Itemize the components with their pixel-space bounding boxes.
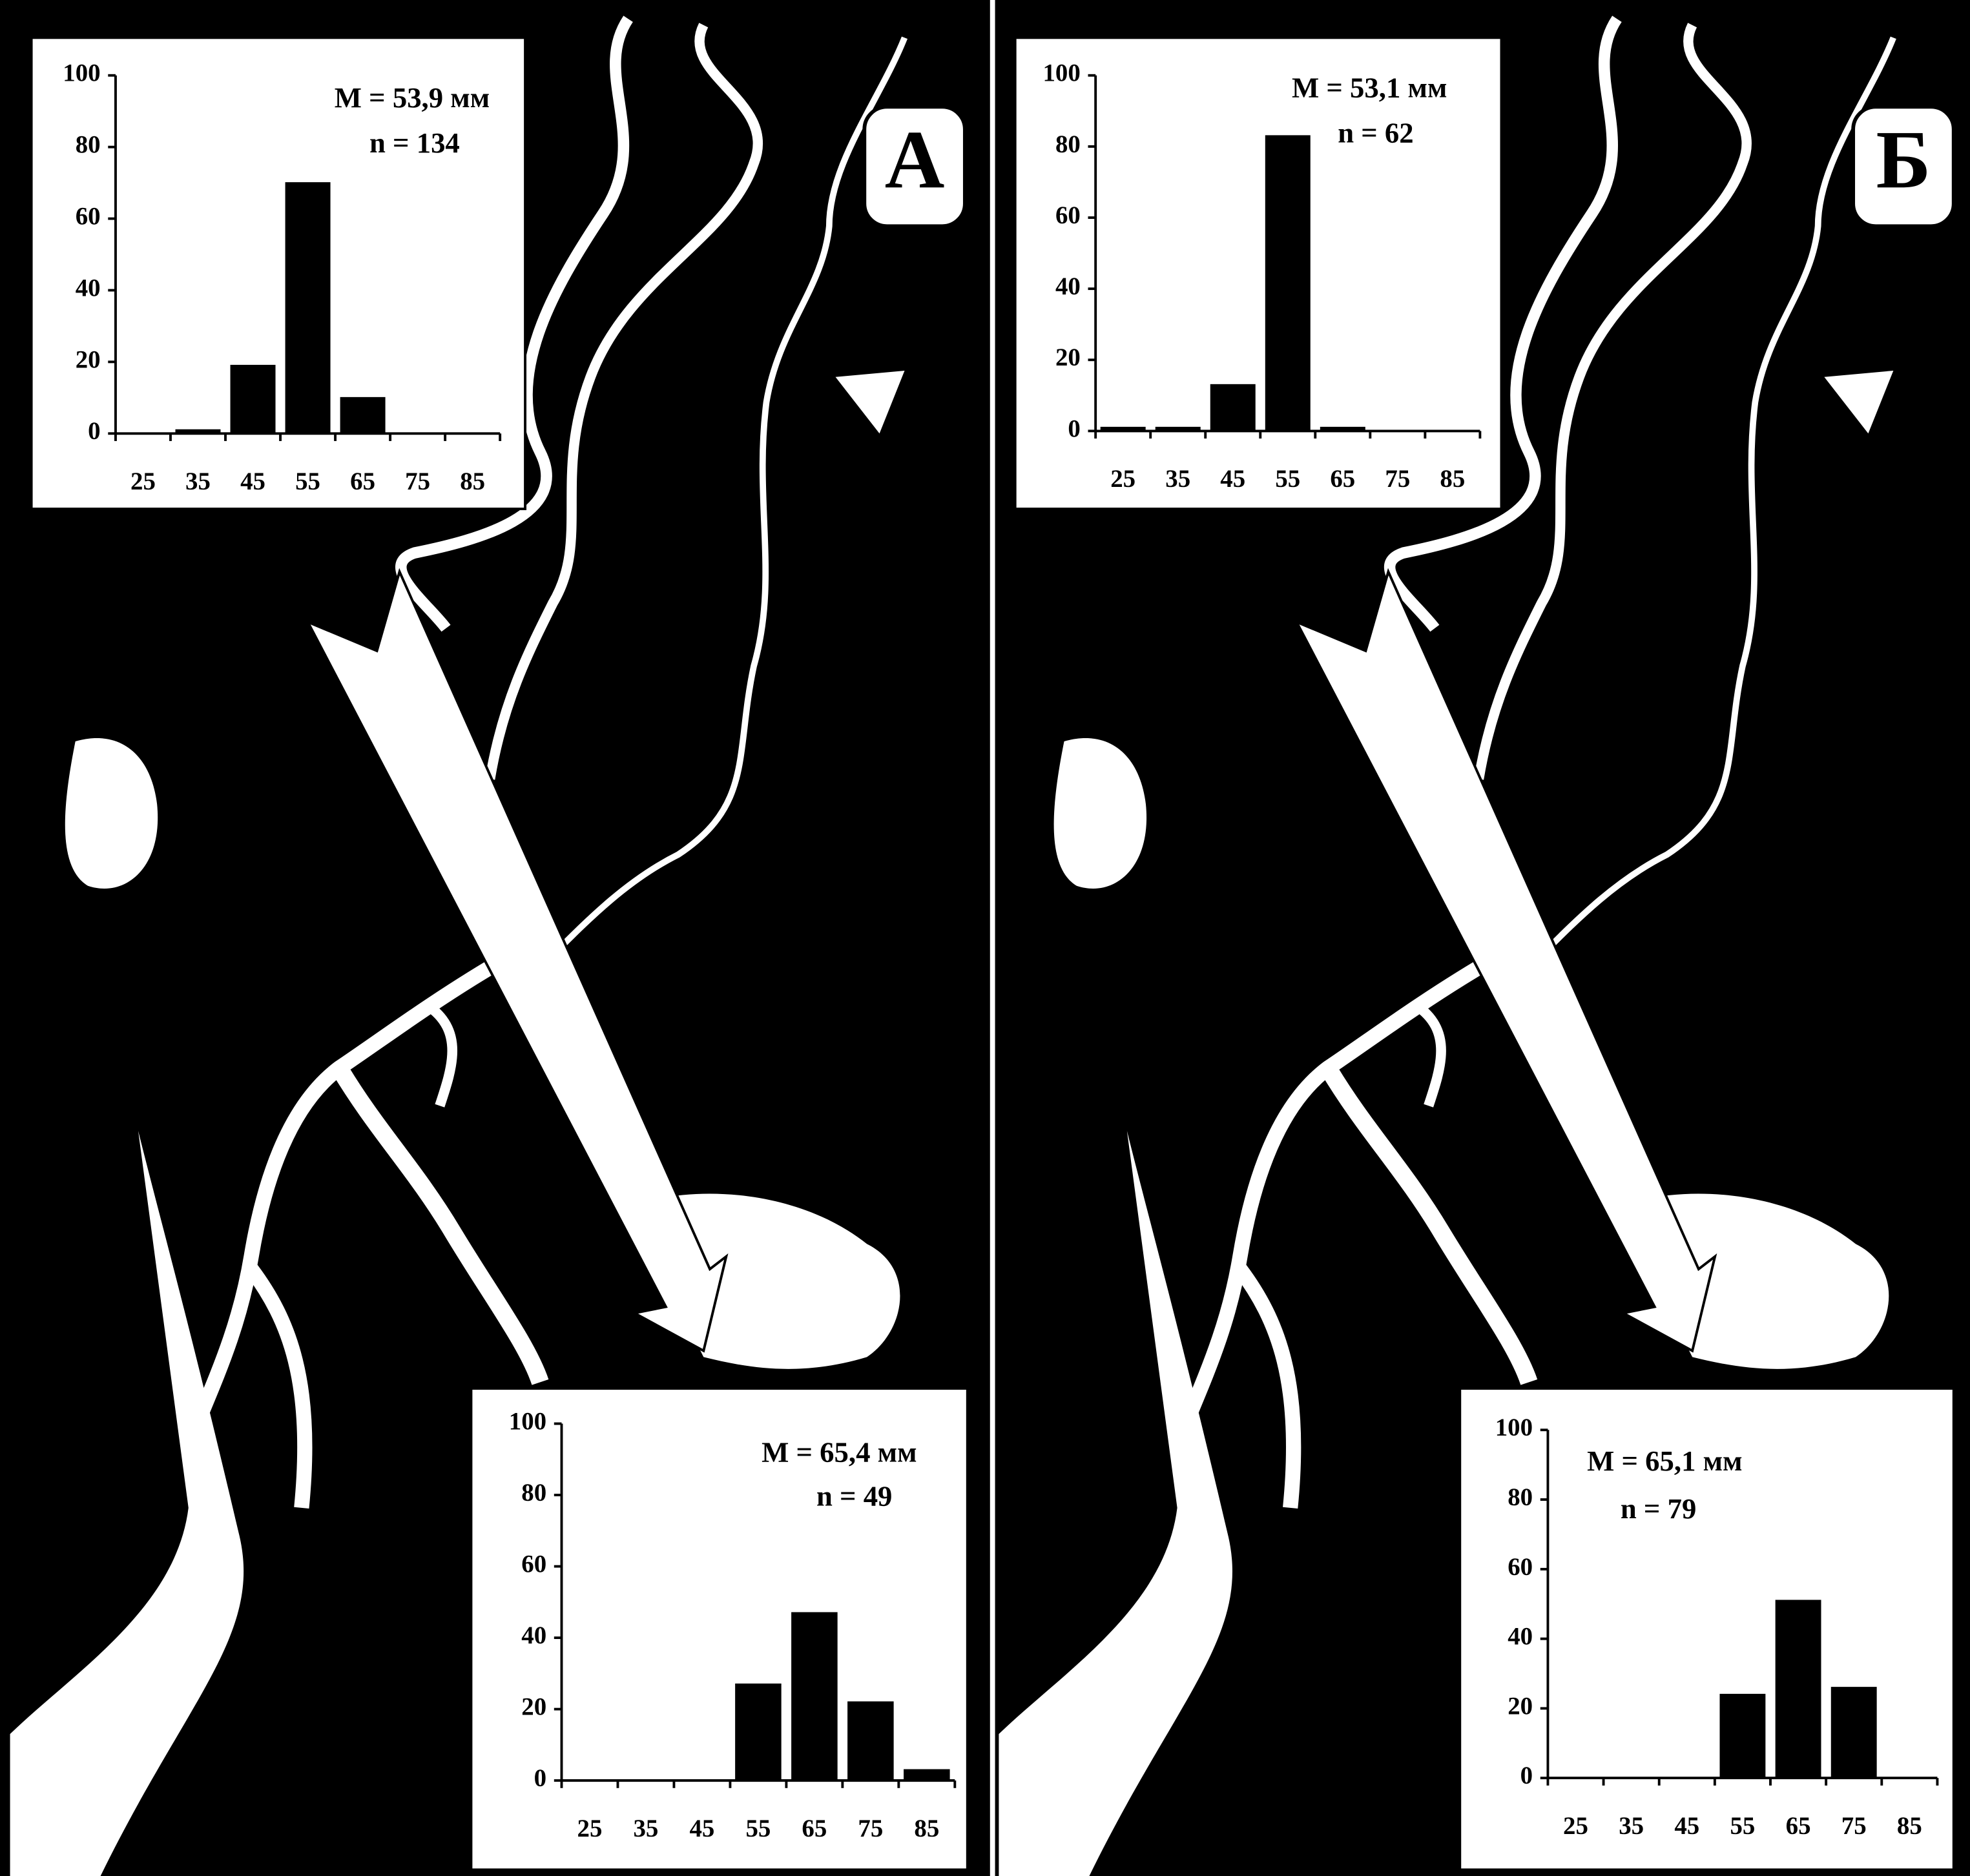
bar bbox=[1776, 1600, 1821, 1778]
annotation: n = 134 bbox=[369, 127, 460, 159]
figure: А Б 0 20 40 60 80 100 25 35 45 55 65 75 85 M = 53,9 м… bbox=[0, 0, 1970, 1876]
x-tick-label: 45 bbox=[1674, 1812, 1699, 1840]
y-tick-label: 60 bbox=[76, 202, 101, 230]
y-tick-label: 40 bbox=[1508, 1623, 1533, 1651]
x-tick-label: 55 bbox=[295, 468, 320, 495]
bar bbox=[792, 1613, 837, 1780]
y-tick-label: 40 bbox=[76, 274, 101, 302]
y-tick-label: 60 bbox=[1055, 201, 1081, 229]
x-tick-label: 75 bbox=[405, 468, 430, 495]
annotation: M = 65,4 мм bbox=[762, 1436, 917, 1468]
y-tick-label: 80 bbox=[76, 131, 101, 159]
bar bbox=[1266, 136, 1310, 431]
x-tick-label: 35 bbox=[185, 468, 211, 495]
y-tick-label: 100 bbox=[1495, 1414, 1533, 1441]
x-tick-label: 25 bbox=[1110, 465, 1135, 493]
x-tick-label: 85 bbox=[914, 1815, 939, 1842]
x-tick-label: 65 bbox=[350, 468, 375, 495]
y-tick-label: 80 bbox=[521, 1479, 546, 1507]
bar bbox=[1832, 1687, 1876, 1778]
x-tick-label: 85 bbox=[1897, 1812, 1922, 1840]
y-tick-label: 100 bbox=[63, 59, 100, 87]
x-tick-label: 55 bbox=[745, 1815, 771, 1842]
x-tick-label: 85 bbox=[460, 468, 485, 495]
bar bbox=[1321, 428, 1365, 431]
y-tick-label: 20 bbox=[76, 345, 101, 373]
x-tick-label: 65 bbox=[1786, 1812, 1811, 1840]
y-tick-label: 20 bbox=[1055, 344, 1081, 371]
x-tick-label: 75 bbox=[858, 1815, 883, 1842]
y-tick-label: 100 bbox=[509, 1407, 546, 1435]
bar bbox=[1211, 385, 1255, 431]
y-tick-label: 60 bbox=[1508, 1553, 1533, 1581]
y-tick-label: 80 bbox=[1508, 1483, 1533, 1511]
x-tick-label: 45 bbox=[240, 468, 265, 495]
panel-label: А bbox=[885, 114, 945, 205]
annotation: n = 62 bbox=[1338, 116, 1413, 149]
x-tick-label: 25 bbox=[130, 468, 156, 495]
x-tick-label: 35 bbox=[1165, 465, 1190, 493]
x-tick-label: 35 bbox=[1619, 1812, 1644, 1840]
annotation: M = 53,1 мм bbox=[1292, 71, 1447, 103]
y-tick-label: 0 bbox=[88, 417, 100, 445]
y-tick-label: 0 bbox=[1520, 1762, 1533, 1789]
x-tick-label: 65 bbox=[802, 1815, 827, 1842]
panel-label: Б bbox=[1876, 114, 1931, 205]
y-tick-label: 20 bbox=[521, 1693, 546, 1721]
x-tick-label: 55 bbox=[1275, 465, 1300, 493]
bar bbox=[176, 430, 220, 434]
x-tick-label: 85 bbox=[1440, 465, 1465, 493]
bar bbox=[736, 1684, 781, 1780]
chart-box bbox=[1015, 37, 1502, 509]
bar bbox=[1156, 428, 1200, 431]
bar bbox=[231, 366, 275, 433]
x-tick-label: 25 bbox=[577, 1815, 603, 1842]
annotation: M = 53,9 мм bbox=[335, 81, 490, 114]
y-tick-label: 0 bbox=[534, 1764, 546, 1792]
x-tick-label: 65 bbox=[1330, 465, 1355, 493]
y-tick-label: 40 bbox=[521, 1622, 546, 1649]
y-tick-label: 40 bbox=[1055, 273, 1081, 300]
bar bbox=[904, 1770, 949, 1781]
bar bbox=[1720, 1695, 1765, 1778]
bar bbox=[1101, 428, 1145, 431]
x-tick-label: 25 bbox=[1563, 1812, 1588, 1840]
page: {"panels": [{"label": "А"}, {"label": "Б… bbox=[0, 0, 1970, 1876]
bar bbox=[286, 183, 330, 433]
x-tick-label: 45 bbox=[1220, 465, 1245, 493]
x-tick-label: 75 bbox=[1385, 465, 1410, 493]
y-tick-label: 20 bbox=[1508, 1692, 1533, 1720]
x-tick-label: 75 bbox=[1841, 1812, 1867, 1840]
y-tick-label: 100 bbox=[1042, 59, 1080, 87]
x-tick-label: 35 bbox=[634, 1815, 659, 1842]
annotation: n = 49 bbox=[816, 1480, 892, 1512]
y-tick-label: 0 bbox=[1068, 415, 1080, 442]
y-tick-label: 80 bbox=[1055, 130, 1081, 158]
annotation: n = 79 bbox=[1621, 1492, 1696, 1525]
x-tick-label: 45 bbox=[689, 1815, 714, 1842]
y-tick-label: 60 bbox=[521, 1550, 546, 1578]
x-tick-label: 55 bbox=[1730, 1812, 1755, 1840]
annotation: M = 65,1 мм bbox=[1587, 1445, 1742, 1477]
bar bbox=[848, 1702, 893, 1781]
bar bbox=[341, 398, 385, 433]
